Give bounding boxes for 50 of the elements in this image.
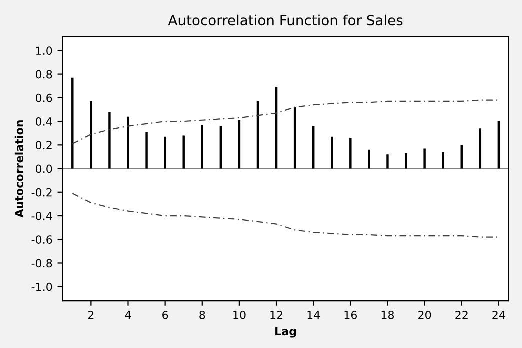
y-axis-title: Autocorrelation <box>14 120 24 218</box>
bar <box>182 136 185 169</box>
x-tick-label: 10 <box>234 310 246 320</box>
bar <box>442 152 444 169</box>
y-tick-label: -0.6 <box>32 236 52 244</box>
y-tick-label: 0.0 <box>36 164 52 174</box>
bar <box>127 116 130 169</box>
x-tick-label: 4 <box>125 311 132 320</box>
bar <box>460 145 463 169</box>
y-tick-label: -0.8 <box>32 259 52 268</box>
bar <box>238 120 241 169</box>
bar <box>72 78 74 169</box>
y-tick-label: 0.2 <box>36 141 52 150</box>
x-tick-label: 16 <box>344 310 358 320</box>
bar <box>164 136 166 169</box>
y-tick-label: 0.8 <box>36 70 52 79</box>
line-series <box>72 193 500 238</box>
x-tick-label: 12 <box>270 310 282 320</box>
bar <box>201 125 204 169</box>
bar <box>479 128 482 169</box>
bar <box>424 148 426 169</box>
x-tick-label: 14 <box>308 311 320 320</box>
y-tick-label: -0.4 <box>32 212 52 220</box>
chart-title: Autocorrelation Function for Sales <box>168 14 403 26</box>
x-tick-label: 2 <box>88 310 94 320</box>
bar <box>90 101 92 169</box>
bar <box>312 126 315 169</box>
x-tick-label: 6 <box>162 310 168 320</box>
bar <box>108 112 111 169</box>
bar <box>294 107 296 169</box>
y-tick-label: -0.2 <box>32 188 52 197</box>
bar <box>498 122 500 169</box>
y-tick-label: 0.4 <box>36 118 52 126</box>
bar <box>386 154 389 169</box>
bar <box>368 150 370 169</box>
x-tick-label: 22 <box>456 310 468 320</box>
bar <box>220 126 222 169</box>
x-axis-title: Lag <box>276 327 296 338</box>
bar <box>405 153 408 169</box>
x-tick-label: 24 <box>492 310 506 320</box>
y-tick-label: -1.0 <box>32 282 52 292</box>
x-tick-label: 18 <box>382 310 394 320</box>
y-tick-label: 1.0 <box>36 46 52 56</box>
bar <box>146 132 148 169</box>
x-tick-label: 20 <box>418 310 432 320</box>
line-series <box>72 100 500 145</box>
bar <box>350 138 352 169</box>
y-tick-label: 0.6 <box>36 94 52 102</box>
bar <box>331 136 334 169</box>
x-tick-label: 8 <box>200 310 206 320</box>
